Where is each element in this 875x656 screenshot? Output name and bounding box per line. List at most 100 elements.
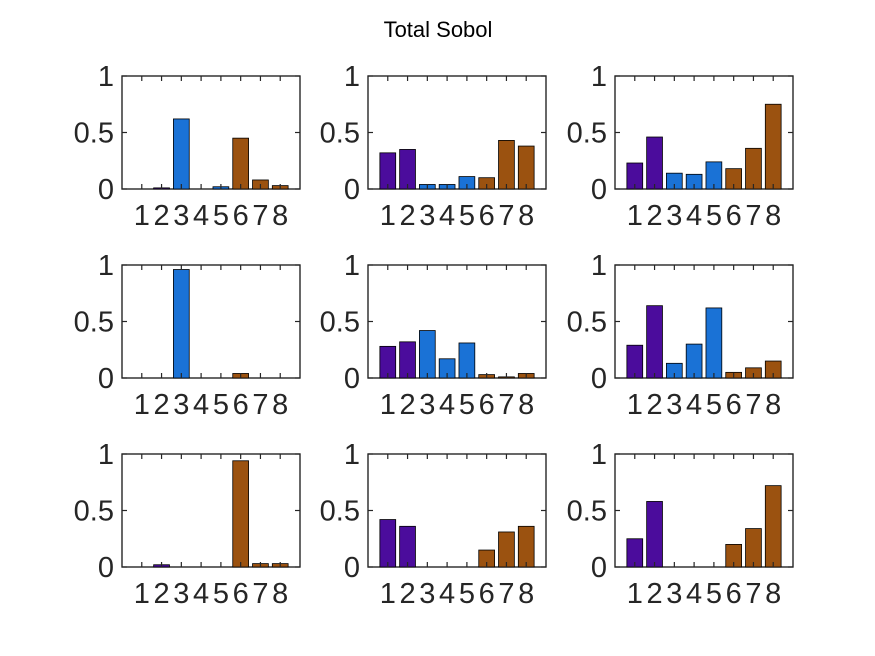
bar-7	[745, 528, 762, 568]
x-tick-label: 1	[380, 578, 396, 610]
y-tick-label: 1	[98, 439, 114, 471]
x-tick-label: 7	[745, 200, 761, 232]
x-tick-label: 8	[272, 200, 288, 232]
bar-7	[498, 531, 515, 568]
x-tick-label: 5	[459, 200, 475, 232]
y-tick-label: 0.5	[74, 307, 114, 339]
x-tick-label: 1	[134, 389, 150, 421]
subplot-1-3: 00.511 2 3 4 5 6 7 8	[567, 61, 794, 232]
subplot-1-1: 00.511 2 3 4 5 6 7 8	[74, 61, 301, 232]
x-tick-label: 6	[233, 200, 249, 232]
x-tick-label: 1	[627, 200, 643, 232]
x-tick-label: 5	[706, 200, 722, 232]
x-tick-label: 8	[518, 389, 534, 421]
x-tick-label: 2	[399, 578, 415, 610]
x-tick-label: 6	[726, 578, 742, 610]
x-tick-label: 3	[173, 200, 189, 232]
y-tick-label: 0	[591, 174, 607, 206]
x-tick-label: 3	[666, 389, 682, 421]
x-tick-label: 3	[666, 578, 682, 610]
y-tick-label: 0	[344, 363, 360, 395]
bar-8	[764, 103, 782, 190]
x-tick-label: 2	[153, 578, 169, 610]
x-tick-label: 6	[479, 578, 495, 610]
x-tick-label: 7	[498, 200, 514, 232]
x-tick-label: 1	[380, 200, 396, 232]
x-tick-label: 3	[666, 200, 682, 232]
x-tick-label: 7	[252, 389, 268, 421]
y-tick-label: 0.5	[320, 307, 360, 339]
x-tick-label: 3	[173, 389, 189, 421]
bar-2	[399, 149, 416, 190]
x-tick-label: 1	[380, 389, 396, 421]
x-tick-label: 7	[252, 578, 268, 610]
x-tick-label: 3	[419, 200, 435, 232]
figure-title: Total Sobol	[384, 17, 493, 42]
x-tick-label: 8	[272, 578, 288, 610]
axes-box	[121, 75, 301, 190]
x-tick-label: 4	[439, 578, 455, 610]
x-tick-label: 4	[686, 200, 702, 232]
subplot-2-2: 00.511 2 3 4 5 6 7 8	[320, 250, 547, 421]
y-tick-label: 0.5	[74, 118, 114, 150]
x-tick-label: 8	[518, 200, 534, 232]
y-tick-label: 0.5	[320, 496, 360, 528]
x-tick-label: 2	[153, 200, 169, 232]
x-tick-label: 6	[233, 389, 249, 421]
x-tick-label: 2	[399, 389, 415, 421]
x-tick-label: 5	[213, 200, 229, 232]
x-tick-label: 2	[646, 200, 662, 232]
x-tick-label: 5	[706, 389, 722, 421]
y-tick-label: 1	[344, 250, 360, 282]
subplot-1-2: 00.511 2 3 4 5 6 7 8	[320, 61, 547, 232]
bar-8	[517, 145, 535, 190]
x-tick-label: 4	[439, 200, 455, 232]
y-tick-label: 1	[344, 61, 360, 93]
axes-box	[614, 264, 794, 379]
y-tick-label: 0	[344, 174, 360, 206]
y-tick-label: 1	[98, 61, 114, 93]
y-tick-label: 0.5	[567, 118, 607, 150]
x-tick-label: 8	[765, 389, 781, 421]
bar-3	[173, 118, 190, 190]
x-tick-label: 8	[765, 200, 781, 232]
x-tick-label: 6	[726, 200, 742, 232]
x-tick-label: 5	[459, 389, 475, 421]
x-tick-label: 7	[498, 389, 514, 421]
x-tick-label: 2	[646, 578, 662, 610]
bar-3	[419, 330, 436, 379]
bar-5	[458, 342, 476, 379]
x-tick-label: 4	[439, 389, 455, 421]
y-tick-label: 0.5	[567, 307, 607, 339]
x-tick-label: 5	[213, 578, 229, 610]
y-tick-label: 1	[591, 250, 607, 282]
bar-1	[379, 152, 397, 190]
bar-5	[705, 307, 723, 379]
x-tick-label: 4	[686, 578, 702, 610]
y-tick-label: 0	[98, 174, 114, 206]
x-tick-label: 7	[252, 200, 268, 232]
x-tick-label: 1	[627, 578, 643, 610]
y-tick-label: 0.5	[74, 496, 114, 528]
x-tick-label: 6	[479, 200, 495, 232]
x-tick-label: 6	[233, 578, 249, 610]
bar-4	[685, 343, 703, 379]
x-tick-label: 4	[193, 200, 209, 232]
x-tick-label: 3	[173, 578, 189, 610]
bar-2	[399, 341, 416, 379]
x-tick-label: 1	[134, 200, 150, 232]
axes-box	[121, 264, 301, 379]
x-tick-label: 1	[134, 578, 150, 610]
bar-8	[517, 525, 535, 568]
bar-8	[764, 485, 782, 568]
x-tick-label: 4	[686, 389, 702, 421]
axes-box	[367, 75, 547, 190]
x-tick-label: 5	[459, 578, 475, 610]
y-tick-label: 0	[591, 552, 607, 584]
x-tick-label: 5	[706, 578, 722, 610]
x-tick-label: 4	[193, 389, 209, 421]
bar-1	[379, 519, 397, 568]
x-tick-label: 7	[745, 578, 761, 610]
subplot-3-1: 00.511 2 3 4 5 6 7 8	[74, 439, 301, 610]
